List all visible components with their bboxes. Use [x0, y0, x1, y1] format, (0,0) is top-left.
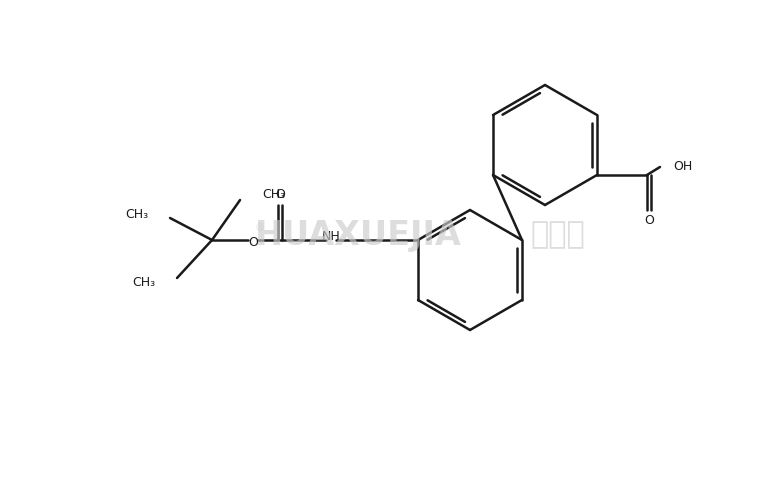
Text: 化学加: 化学加 — [530, 220, 584, 250]
Text: O: O — [644, 214, 654, 227]
Text: CH₃: CH₃ — [262, 189, 285, 202]
Text: NH: NH — [322, 230, 341, 243]
Text: O: O — [275, 189, 285, 202]
Text: CH₃: CH₃ — [125, 207, 148, 220]
Text: OH: OH — [673, 160, 692, 173]
Text: O: O — [248, 236, 258, 249]
Text: ®: ® — [255, 223, 265, 233]
Text: HUAXUEJIA: HUAXUEJIA — [255, 218, 462, 252]
Text: CH₃: CH₃ — [132, 276, 155, 289]
